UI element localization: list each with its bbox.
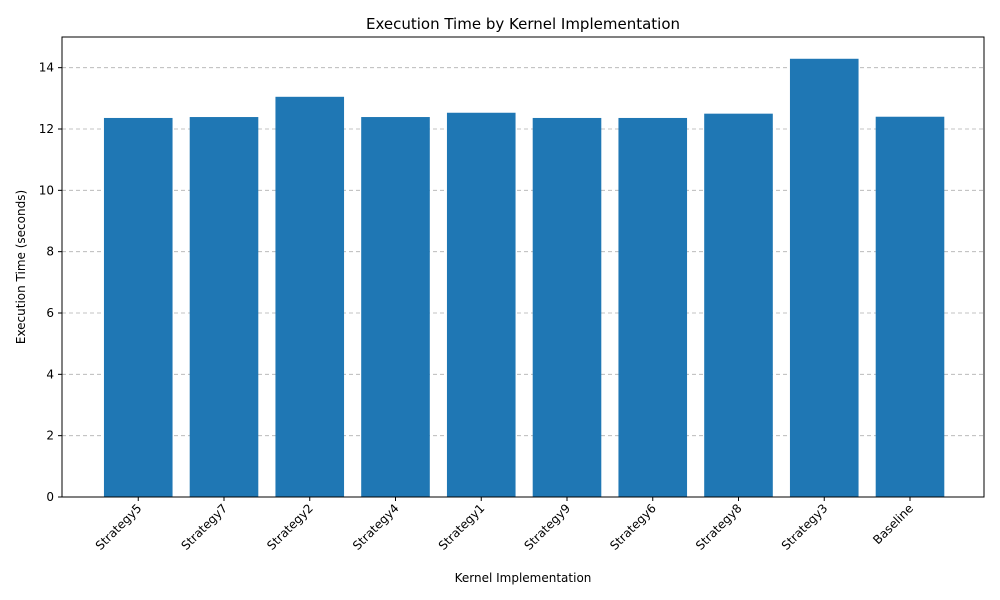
bars: [103, 58, 945, 498]
y-axis-ticks: 0 2 4 6 8 10 12 14: [39, 61, 62, 504]
bar-strategy1: [446, 112, 516, 497]
x-axis-ticks: Strategy5 Strategy7 Strategy2 Strategy4 Stra…: [93, 497, 916, 553]
x-axis-label: Kernel Implementation: [455, 571, 592, 585]
y-tick-label: 0: [46, 490, 54, 504]
y-tick-label: 4: [46, 367, 54, 381]
bar-strategy4: [361, 117, 430, 497]
y-axis-label: Execution Time (seconds): [14, 190, 28, 344]
x-tick-label: Strategy4: [350, 501, 402, 553]
bar-strategy9: [532, 117, 602, 498]
y-tick-label: 10: [39, 183, 54, 197]
y-tick-label: 2: [46, 429, 54, 443]
bar-strategy3: [789, 58, 859, 497]
bar-strategy6: [618, 117, 688, 498]
bar-strategy5: [103, 117, 173, 498]
x-tick-label: Strategy5: [93, 501, 145, 553]
x-tick-label: Strategy8: [693, 501, 745, 553]
x-tick-label: Strategy2: [264, 501, 316, 553]
x-tick-label: Strategy1: [436, 501, 488, 553]
bar-strategy8: [704, 113, 773, 498]
x-tick-label: Strategy6: [607, 501, 659, 553]
y-tick-label: 14: [39, 61, 54, 75]
plot-frame: [61, 36, 985, 498]
y-tick-label: 8: [46, 245, 54, 259]
y-tick-label: 12: [39, 122, 54, 136]
bar-strategy7: [189, 117, 259, 497]
bar-baseline: [875, 116, 945, 497]
bar-strategy2: [275, 96, 345, 498]
x-tick-label: Strategy9: [521, 501, 573, 553]
x-tick-label: Strategy3: [779, 501, 831, 553]
x-tick-label: Strategy7: [178, 501, 230, 553]
y-tick-label: 6: [46, 306, 54, 320]
chart-title: Execution Time by Kernel Implementation: [366, 15, 680, 33]
x-tick-label: Baseline: [870, 501, 916, 547]
